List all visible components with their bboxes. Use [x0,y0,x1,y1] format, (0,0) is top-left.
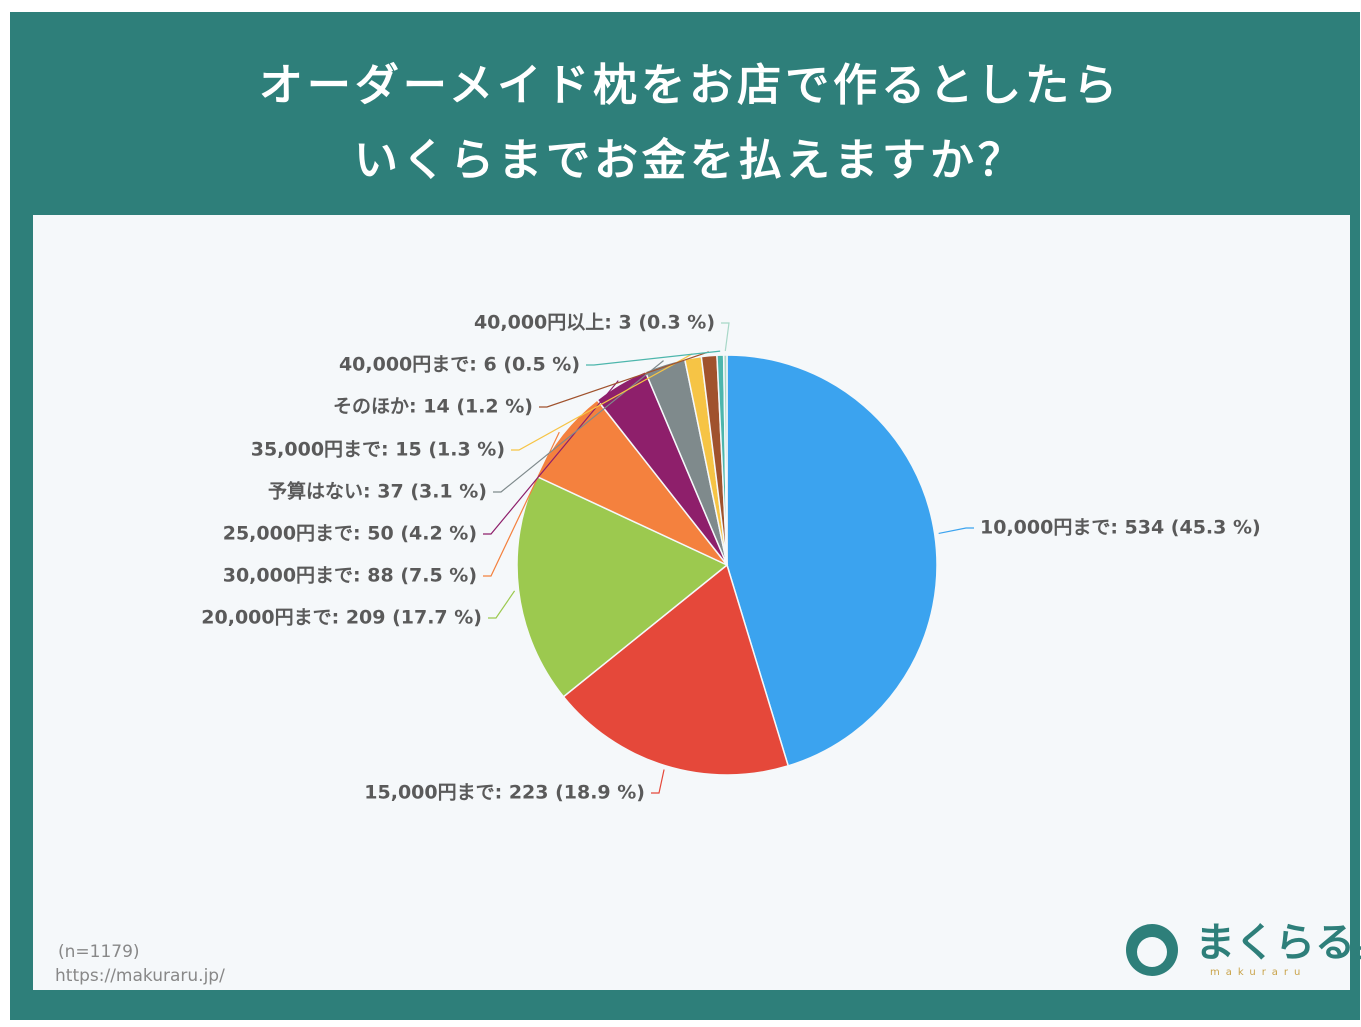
leader-line [539,351,709,408]
data-label: 20,000円まで: 209 (17.7 %) [201,607,482,629]
leader-line [938,527,974,535]
data-label: 10,000円まで: 534 (45.3 %) [980,517,1261,539]
logo: まくらる。 makuraru [1126,920,1361,978]
leader-line [493,360,664,493]
logo-icon [1137,937,1167,967]
data-label: 15,000円まで: 223 (18.9 %) [364,782,645,804]
pie-slice [535,398,728,566]
pie-slice [562,563,790,776]
logo-subtext: makuraru [1210,967,1306,978]
chart-title: オーダーメイド枕をお店で作るとしたら [259,60,1121,111]
logo-text: まくらる。 [1195,920,1361,966]
chart-title: いくらまでお金を払えますか？ [354,135,1026,186]
data-label: 40,000円以上: 3 (0.3 %) [474,312,715,334]
leader-line [511,353,693,451]
data-label: そのほか: 14 (1.2 %) [333,396,533,418]
data-label: 予算はない: 37 (3.1 %) [268,480,487,503]
data-label: 30,000円まで: 88 (7.5 %) [223,565,477,587]
leader-line [721,322,730,352]
pie-slice [722,354,728,566]
data-label: 40,000円まで: 6 (0.5 %) [339,354,580,376]
leader-line [651,769,665,794]
leader-line [586,350,721,366]
pie-slice [726,354,938,767]
data-label: 25,000円まで: 50 (4.2 %) [223,523,477,545]
data-label: 35,000円まで: 15 (1.3 %) [251,439,505,461]
note: (n=1179) [58,942,140,962]
leader-line [488,590,516,619]
note: https://makuraru.jp/ [55,966,225,986]
